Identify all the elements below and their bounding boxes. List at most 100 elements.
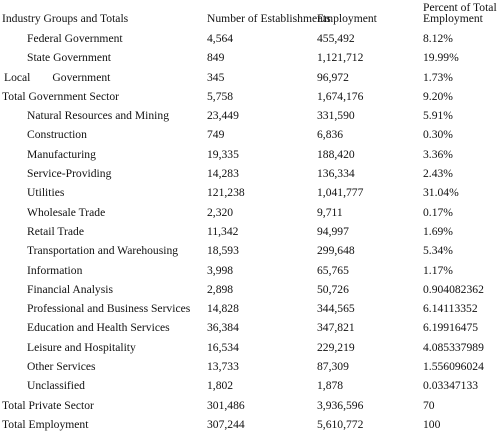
table-row: Wholesale Trade 2,320 9,711 0.17% bbox=[0, 203, 500, 222]
table-row-total: Total Private Sector 301,486 3,936,596 7… bbox=[0, 396, 500, 415]
row-industry: Information bbox=[27, 263, 83, 277]
row-percent: 1.73% bbox=[423, 70, 453, 84]
row-percent: 1.69% bbox=[423, 224, 453, 238]
row-establishments: 5,758 bbox=[207, 89, 234, 103]
row-employment: 1,121,712 bbox=[317, 51, 364, 65]
table-row: Manufacturing 19,335 188,420 3.36% bbox=[0, 145, 500, 164]
row-establishments: 1,802 bbox=[207, 379, 234, 393]
row-industry: Wholesale Trade bbox=[27, 205, 106, 219]
row-percent: 5.91% bbox=[423, 109, 453, 123]
table-row: State Government 849 1,121,712 19.99% bbox=[0, 48, 500, 67]
row-employment: 96,972 bbox=[317, 70, 349, 84]
row-percent: 5.34% bbox=[423, 244, 453, 258]
row-percent: 2.43% bbox=[423, 167, 453, 181]
row-employment: 1,041,777 bbox=[317, 186, 364, 200]
row-establishments: 121,238 bbox=[207, 186, 245, 200]
row-industry: Manufacturing bbox=[27, 147, 96, 161]
row-employment: 65,765 bbox=[317, 263, 349, 277]
row-establishments: 849 bbox=[207, 51, 225, 65]
row-employment: 5,610,772 bbox=[317, 417, 364, 431]
row-employment: 188,420 bbox=[317, 147, 355, 161]
header-industry: Industry Groups and Totals bbox=[2, 12, 129, 25]
row-employment: 347,821 bbox=[317, 321, 355, 335]
row-percent: 1.556096024 bbox=[423, 360, 484, 374]
row-employment: 50,726 bbox=[317, 282, 349, 296]
row-establishments: 14,283 bbox=[207, 167, 239, 181]
row-industry: Federal Government bbox=[27, 32, 123, 45]
table-row: Local Government 345 96,972 1.73% bbox=[0, 68, 500, 87]
row-establishments: 3,998 bbox=[207, 263, 234, 277]
row-percent: 4.085337989 bbox=[423, 340, 484, 354]
row-establishments: 301,486 bbox=[207, 398, 245, 412]
row-industry: Education and Health Services bbox=[27, 321, 170, 335]
row-employment: 87,309 bbox=[317, 360, 349, 374]
row-employment: 455,492 bbox=[317, 32, 355, 45]
row-employment: 136,334 bbox=[317, 167, 355, 181]
row-establishments: 19,335 bbox=[207, 147, 239, 161]
table-row: Transportation and Warehousing 18,593 29… bbox=[0, 241, 500, 260]
row-industry: Local Government bbox=[4, 71, 110, 84]
row-industry-part-2: Government bbox=[52, 70, 111, 84]
row-employment: 9,711 bbox=[317, 205, 343, 219]
row-percent: 100 bbox=[423, 417, 441, 431]
row-percent: 0.30% bbox=[423, 128, 453, 142]
row-establishments: 16,534 bbox=[207, 340, 239, 354]
header-percent-line1: Percent of Total bbox=[423, 1, 497, 14]
row-industry: Retail Trade bbox=[27, 224, 85, 238]
row-establishments: 13,733 bbox=[207, 360, 239, 374]
row-establishments: 18,593 bbox=[207, 244, 239, 258]
table-row: Natural Resources and Mining 23,449 331,… bbox=[0, 106, 500, 125]
table-row: Leisure and Hospitality 16,534 229,219 4… bbox=[0, 338, 500, 357]
header-percent: Percent of Total Employment bbox=[423, 1, 497, 25]
row-industry: Total Government Sector bbox=[2, 89, 120, 103]
header-establishments: Number of Establishments bbox=[207, 12, 331, 25]
table-row: Unclassified 1,802 1,878 0.03347133 bbox=[0, 376, 500, 395]
row-establishments: 345 bbox=[207, 70, 225, 84]
row-industry: Natural Resources and Mining bbox=[27, 109, 169, 123]
row-establishments: 11,342 bbox=[207, 224, 239, 238]
row-industry: Utilities bbox=[27, 186, 65, 200]
row-establishments: 23,449 bbox=[207, 109, 239, 123]
row-industry: Total Private Sector bbox=[2, 398, 94, 412]
row-employment: 331,590 bbox=[317, 109, 355, 123]
row-employment: 1,878 bbox=[317, 379, 344, 393]
header-percent-line2: Employment bbox=[423, 12, 483, 25]
row-employment: 94,997 bbox=[317, 224, 349, 238]
row-industry: Service-Providing bbox=[27, 167, 112, 181]
row-establishments: 2,320 bbox=[207, 205, 234, 219]
row-percent: 70 bbox=[423, 398, 435, 412]
row-establishments: 307,244 bbox=[207, 417, 245, 431]
row-employment: 229,219 bbox=[317, 340, 355, 354]
row-industry: Other Services bbox=[27, 360, 96, 374]
row-establishments: 749 bbox=[207, 128, 225, 142]
table-row: Utilities 121,238 1,041,777 31.04% bbox=[0, 183, 500, 202]
table-row: Financial Analysis 2,898 50,726 0.904082… bbox=[0, 280, 500, 299]
table-row: Service-Providing 14,283 136,334 2.43% bbox=[0, 164, 500, 183]
table-row: Construction 749 6,836 0.30% bbox=[0, 125, 500, 144]
table-body: Federal Government 4,564 455,492 8.12% S… bbox=[0, 29, 500, 434]
row-establishments: 36,384 bbox=[207, 321, 239, 335]
row-percent: 31.04% bbox=[423, 186, 459, 200]
table-header: Industry Groups and Totals Number of Est… bbox=[0, 0, 500, 30]
table-row: Education and Health Services 36,384 347… bbox=[0, 318, 500, 337]
table-row-total: Total Employment 307,244 5,610,772 100 bbox=[0, 415, 500, 434]
table-row: Federal Government 4,564 455,492 8.12% bbox=[0, 29, 500, 48]
table-row-total: Total Government Sector 5,758 1,674,176 … bbox=[0, 87, 500, 106]
table-row: Other Services 13,733 87,309 1.556096024 bbox=[0, 357, 500, 376]
row-industry: Transportation and Warehousing bbox=[27, 244, 179, 258]
table-row: Retail Trade 11,342 94,997 1.69% bbox=[0, 222, 500, 241]
row-percent: 6.14113352 bbox=[423, 302, 478, 316]
row-percent: 1.17% bbox=[423, 263, 453, 277]
row-establishments: 2,898 bbox=[207, 282, 234, 296]
row-percent: 19.99% bbox=[423, 51, 459, 65]
row-industry: Financial Analysis bbox=[27, 282, 113, 296]
row-industry: Unclassified bbox=[27, 379, 85, 393]
row-industry: Leisure and Hospitality bbox=[27, 340, 136, 354]
row-percent: 0.17% bbox=[423, 205, 453, 219]
row-percent: 3.36% bbox=[423, 147, 453, 161]
row-percent: 0.03347133 bbox=[423, 379, 479, 393]
header-employment: Employment bbox=[317, 12, 377, 25]
row-percent: 8.12% bbox=[423, 32, 453, 45]
row-employment: 299,648 bbox=[317, 244, 355, 258]
row-employment: 1,674,176 bbox=[317, 89, 364, 103]
